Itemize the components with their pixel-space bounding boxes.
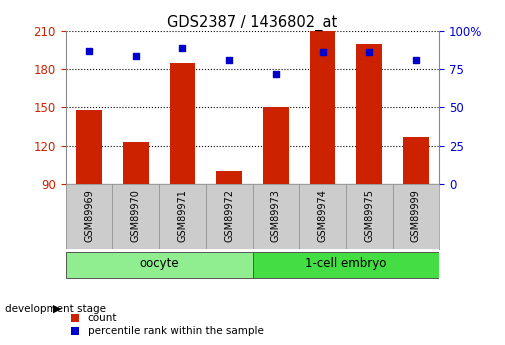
Text: ▶: ▶ (53, 304, 62, 314)
Point (178, 45, 186, 51)
Bar (310, 31, 335, 184)
Legend: count, percentile rank within the sample: count, percentile rank within the sample (71, 313, 264, 336)
Bar (216, 171, 242, 184)
Text: 1-cell embryo: 1-cell embryo (305, 257, 387, 270)
Text: GSM89972: GSM89972 (224, 189, 234, 242)
Text: GSM89971: GSM89971 (177, 189, 187, 242)
Bar (170, 63, 195, 184)
Point (132, 53, 140, 58)
Point (365, 50, 373, 55)
Bar (123, 142, 148, 184)
Text: GSM89969: GSM89969 (84, 189, 94, 242)
Text: GSM89974: GSM89974 (318, 189, 328, 242)
Point (85, 48, 93, 54)
Point (225, 57, 233, 63)
Bar (66, 252, 252, 278)
Text: oocyte: oocyte (139, 257, 179, 270)
Point (272, 71, 280, 77)
Text: GSM89970: GSM89970 (131, 189, 141, 242)
Text: GSM89973: GSM89973 (271, 189, 281, 242)
Bar (263, 108, 289, 184)
Text: development stage: development stage (5, 304, 106, 314)
Bar (252, 252, 439, 278)
Title: GDS2387 / 1436802_at: GDS2387 / 1436802_at (167, 15, 338, 31)
Bar (76, 110, 102, 184)
Point (412, 57, 420, 63)
Bar (403, 137, 429, 184)
Text: GSM89975: GSM89975 (364, 189, 374, 242)
Bar (357, 44, 382, 184)
Text: GSM89999: GSM89999 (411, 189, 421, 242)
Point (319, 50, 327, 55)
